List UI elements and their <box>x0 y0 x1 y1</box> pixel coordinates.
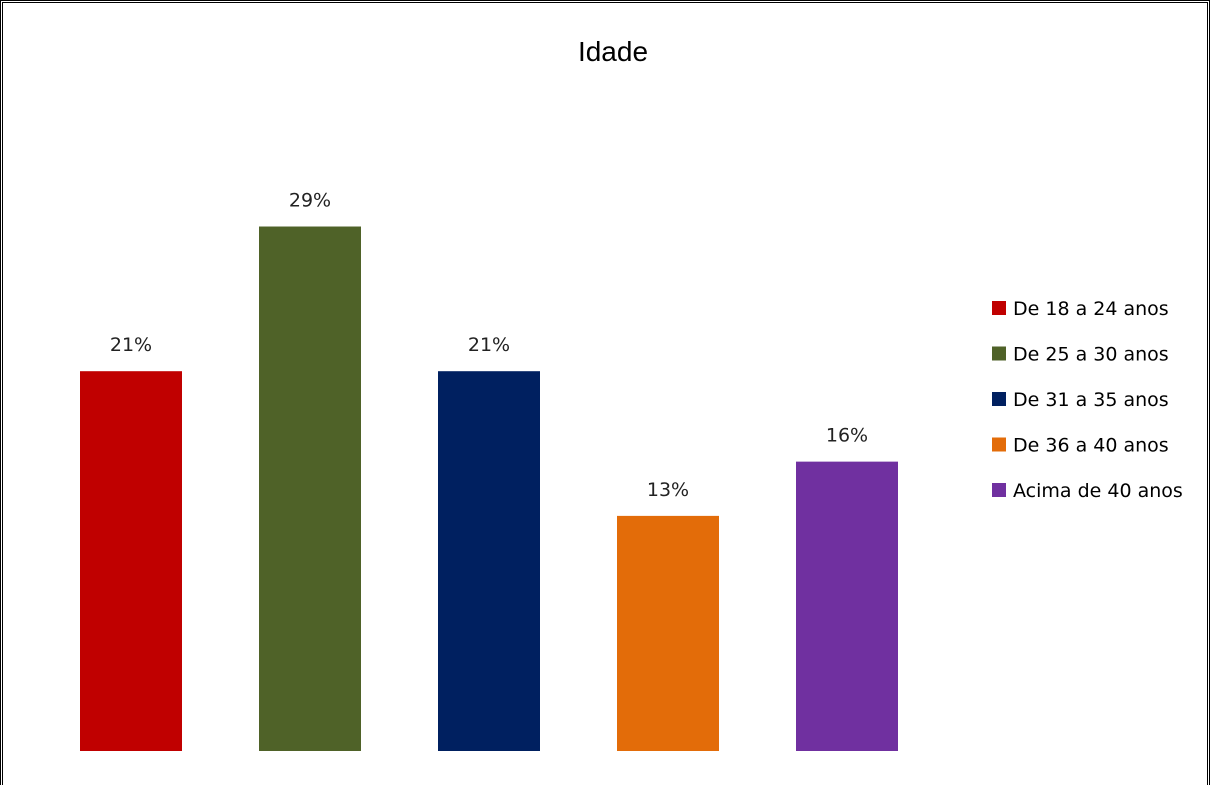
bar-value-label-1: 21% <box>110 334 152 356</box>
legend-swatch-2 <box>992 346 1006 361</box>
bar-2 <box>259 226 361 751</box>
chart-canvas: Idade 21%29%21%13%16% De 18 a 24 anosDe … <box>80 36 1183 751</box>
bar-value-label-4: 13% <box>647 479 689 501</box>
bar-3 <box>438 371 540 751</box>
chart-title: Idade <box>578 36 648 67</box>
legend-label-4: De 36 a 40 anos <box>1013 435 1169 457</box>
legend-swatch-3 <box>992 392 1006 406</box>
bar-value-label-5: 16% <box>826 425 868 447</box>
legend-label-2: De 25 a 30 anos <box>1013 344 1169 366</box>
bar-value-label-3: 21% <box>468 334 510 356</box>
legend-label-1: De 18 a 24 anos <box>1013 298 1169 320</box>
bars-group <box>80 226 898 751</box>
bar-1 <box>80 371 182 751</box>
bar-4 <box>617 515 719 751</box>
legend-swatch-4 <box>992 437 1006 452</box>
legend-swatch-5 <box>992 483 1006 497</box>
legend-swatch-1 <box>992 301 1006 315</box>
bar-5 <box>796 461 898 751</box>
legend-label-5: Acima de 40 anos <box>1013 480 1183 502</box>
legend: De 18 a 24 anos De 25 a 30 anos De 31 a 35… <box>992 298 1183 502</box>
value-labels-group: 21% 29% 21% 13% 16% <box>110 190 868 501</box>
legend-label-3: De 31 a 35 anos <box>1013 389 1169 411</box>
bar-value-label-2: 29% <box>289 190 331 212</box>
